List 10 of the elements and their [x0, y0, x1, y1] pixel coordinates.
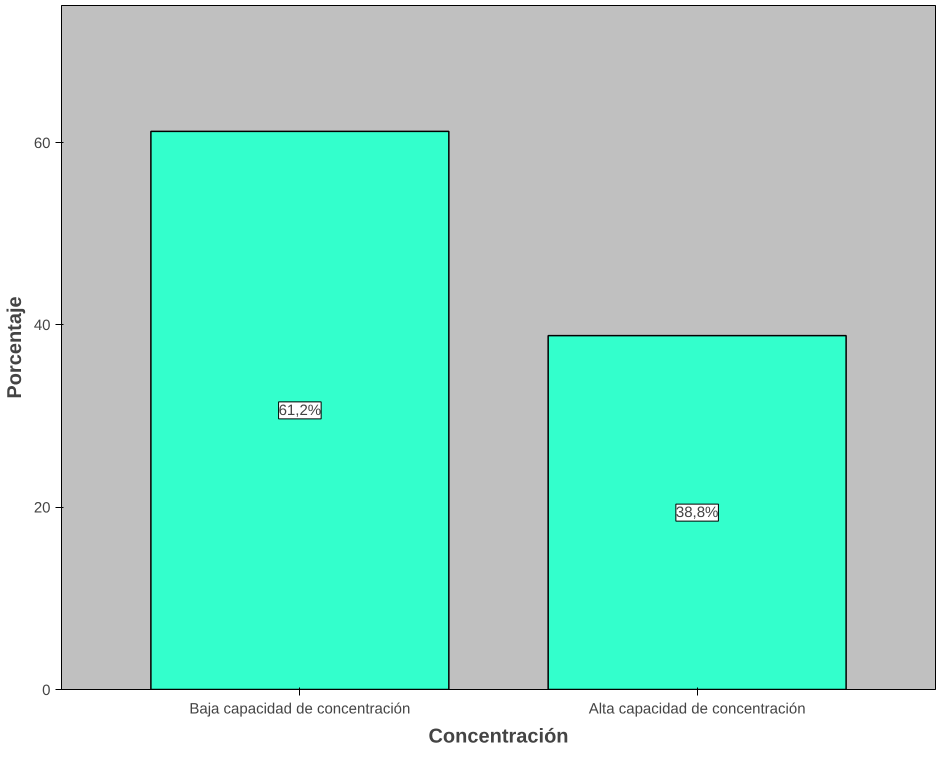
y-tick-label: 40	[34, 317, 51, 334]
x-axis-title: Concentración	[428, 726, 569, 748]
data-label: 61,2%	[278, 402, 322, 419]
y-axis-title: Porcentaje	[4, 296, 26, 399]
x-tick-label: Alta capacidad de concentración	[588, 700, 806, 718]
y-tick-label: 60	[34, 134, 51, 152]
y-tick-label: 20	[34, 500, 51, 517]
data-label: 38,8%	[676, 504, 718, 522]
x-tick-label: Baja capacidad de concentración	[189, 700, 410, 718]
y-tick-label: 0	[42, 682, 50, 699]
